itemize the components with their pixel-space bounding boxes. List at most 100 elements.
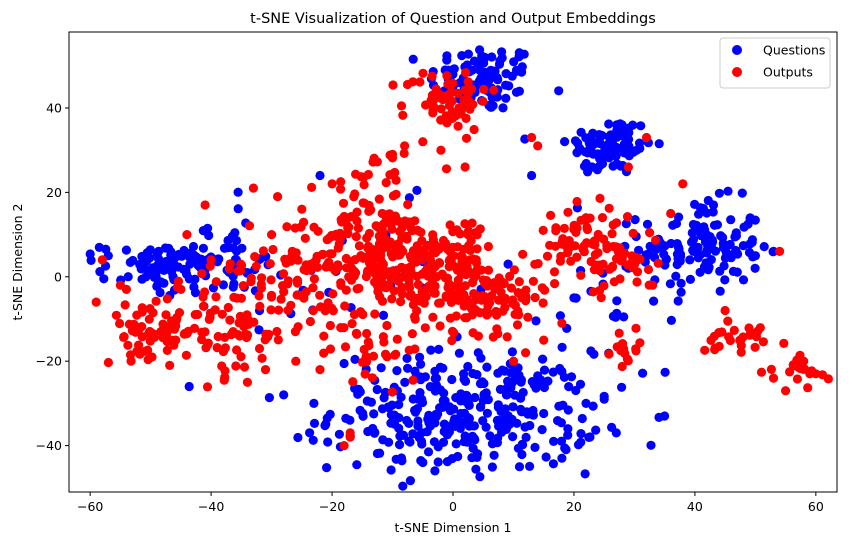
scatter-point	[475, 65, 485, 75]
scatter-point	[576, 429, 586, 439]
scatter-point	[502, 383, 512, 393]
scatter-point	[724, 332, 734, 342]
scatter-point	[549, 267, 560, 277]
scatter-point	[501, 295, 511, 305]
scatter-point	[521, 432, 531, 442]
scatter-point	[630, 215, 640, 225]
scatter-point	[715, 286, 725, 296]
scatter-point	[378, 332, 388, 342]
scatter-point	[121, 245, 131, 255]
scatter-point	[190, 274, 200, 284]
scatter-point	[641, 132, 652, 143]
scatter-point	[619, 312, 629, 322]
scatter-point	[478, 275, 488, 285]
scatter-point	[412, 404, 422, 414]
scatter-point	[370, 277, 380, 287]
scatter-point	[530, 292, 540, 303]
scatter-point	[449, 328, 459, 338]
scatter-point	[631, 323, 641, 333]
scatter-point	[393, 216, 403, 226]
scatter-point	[95, 267, 105, 277]
scatter-point	[435, 321, 445, 331]
x-tick-label: −60	[77, 499, 103, 514]
scatter-point	[368, 351, 379, 361]
scatter-point	[703, 195, 713, 206]
scatter-point	[333, 243, 343, 253]
scatter-point	[308, 306, 318, 316]
scatter-point	[588, 128, 598, 138]
scatter-point	[408, 54, 418, 64]
scatter-point	[632, 267, 643, 277]
scatter-point	[479, 84, 489, 94]
scatter-point	[685, 274, 696, 284]
scatter-point	[347, 319, 357, 329]
scatter-point	[389, 286, 399, 296]
scatter-point	[415, 352, 425, 362]
scatter-point	[153, 254, 164, 264]
y-tick-label: −20	[36, 354, 62, 369]
scatter-point	[446, 80, 456, 90]
scatter-point	[119, 332, 129, 342]
scatter-point	[519, 49, 529, 59]
scatter-point	[691, 220, 702, 230]
scatter-point	[699, 222, 709, 232]
x-tick-label: 40	[687, 499, 703, 514]
scatter-point	[469, 421, 479, 431]
scatter-point	[377, 241, 387, 251]
scatter-point	[362, 357, 372, 367]
legend-label-outputs: Outputs	[763, 65, 813, 80]
scatter-point	[461, 68, 471, 78]
y-tick-label: 20	[46, 185, 62, 200]
scatter-point	[148, 263, 158, 273]
scatter-point	[517, 293, 527, 303]
scatter-point	[169, 340, 179, 350]
scatter-point	[305, 316, 315, 327]
scatter-point	[555, 363, 565, 374]
scatter-point	[254, 325, 264, 335]
scatter-point	[358, 253, 368, 263]
scatter-point	[343, 229, 353, 239]
scatter-point	[539, 335, 549, 345]
scatter-point	[420, 323, 430, 333]
scatter-point	[305, 265, 315, 275]
scatter-point	[205, 312, 215, 322]
scatter-point	[460, 376, 471, 386]
scatter-point	[455, 229, 465, 239]
scatter-point	[555, 256, 566, 266]
scatter-point	[370, 309, 380, 319]
scatter-point	[599, 281, 609, 291]
scatter-point	[660, 367, 670, 377]
scatter-point	[462, 313, 472, 323]
scatter-point	[546, 210, 556, 220]
scatter-point	[362, 328, 372, 339]
scatter-point	[514, 462, 525, 472]
scatter-point	[758, 337, 769, 347]
scatter-point	[219, 344, 229, 355]
x-tick-label: 0	[449, 499, 457, 514]
scatter-point	[441, 292, 451, 302]
scatter-point	[624, 141, 634, 151]
scatter-point	[591, 425, 601, 435]
scatter-point	[293, 322, 303, 332]
scatter-point	[569, 293, 579, 303]
scatter-point	[160, 243, 170, 253]
scatter-point	[528, 405, 538, 416]
scatter-point	[533, 141, 543, 151]
scatter-point	[566, 256, 576, 266]
scatter-point	[636, 121, 646, 131]
scatter-point	[200, 200, 210, 210]
scatter-point	[557, 342, 567, 352]
scatter-point	[497, 47, 507, 57]
scatter-point	[582, 224, 593, 235]
scatter-point	[464, 243, 474, 253]
scatter-point	[341, 285, 351, 295]
scatter-point	[236, 259, 246, 269]
scatter-point	[359, 180, 369, 190]
scatter-point	[300, 233, 310, 243]
scatter-point	[422, 284, 432, 294]
scatter-point	[297, 204, 307, 214]
scatter-point	[563, 248, 573, 258]
scatter-point	[622, 354, 633, 364]
scatter-point	[403, 199, 413, 210]
scatter-point	[700, 345, 710, 355]
